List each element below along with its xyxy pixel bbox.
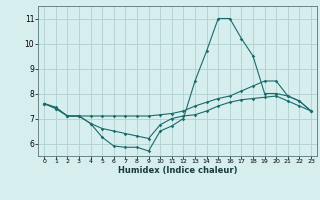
X-axis label: Humidex (Indice chaleur): Humidex (Indice chaleur) <box>118 166 237 175</box>
